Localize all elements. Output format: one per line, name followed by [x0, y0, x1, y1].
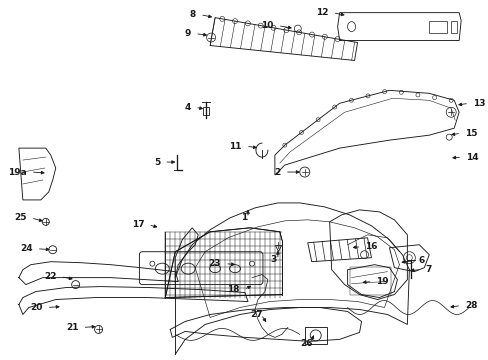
Text: 18: 18	[227, 285, 240, 294]
Text: 10: 10	[261, 21, 273, 30]
Text: 15: 15	[464, 129, 477, 138]
Text: 6: 6	[417, 256, 424, 265]
Text: 19: 19	[376, 277, 388, 286]
Text: 24: 24	[20, 244, 33, 253]
Text: 7: 7	[425, 265, 431, 274]
Text: 2: 2	[274, 167, 280, 176]
Bar	[450, 21, 456, 32]
Text: 8: 8	[189, 10, 196, 19]
Text: 13: 13	[472, 99, 485, 108]
Text: 4: 4	[184, 103, 191, 112]
Text: 27: 27	[250, 310, 263, 319]
Text: 22: 22	[44, 272, 57, 281]
Text: 9: 9	[184, 29, 191, 38]
Text: 19a: 19a	[8, 167, 27, 176]
Text: 11: 11	[229, 141, 242, 150]
Text: 17: 17	[131, 220, 144, 229]
Text: 20: 20	[30, 303, 42, 312]
Text: 25: 25	[14, 213, 27, 222]
Text: 1: 1	[241, 213, 246, 222]
Bar	[304, 328, 326, 345]
Text: 5: 5	[154, 158, 160, 167]
Text: 14: 14	[465, 153, 478, 162]
Text: 21: 21	[66, 323, 79, 332]
Text: 23: 23	[208, 259, 221, 268]
Text: 26: 26	[300, 339, 312, 348]
Text: 28: 28	[464, 301, 477, 310]
Bar	[203, 107, 209, 115]
Text: 16: 16	[365, 242, 377, 251]
Bar	[349, 267, 390, 294]
Bar	[428, 21, 447, 32]
Text: 12: 12	[316, 8, 328, 17]
Text: 3: 3	[270, 255, 276, 264]
